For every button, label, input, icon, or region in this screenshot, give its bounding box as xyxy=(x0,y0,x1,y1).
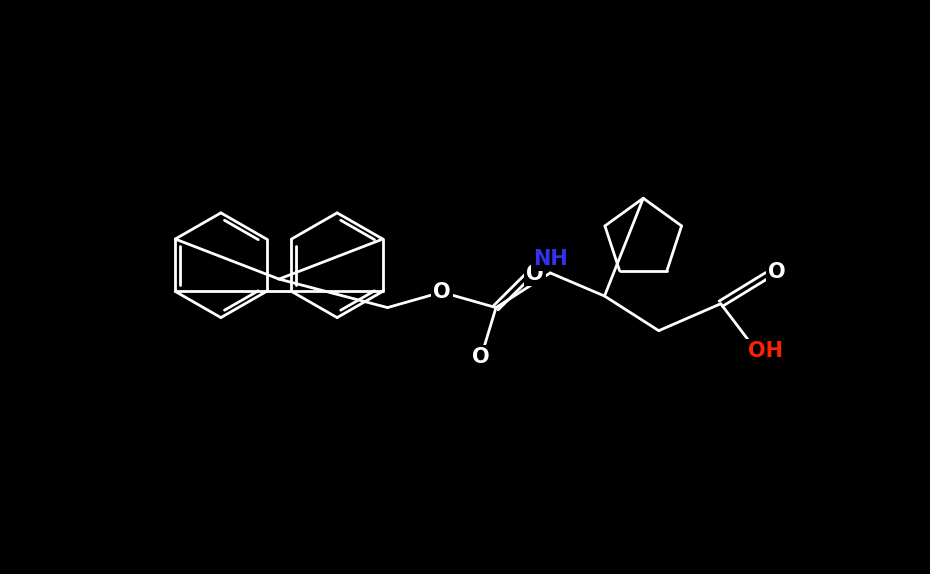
Text: O: O xyxy=(526,263,543,284)
Text: OH: OH xyxy=(749,341,783,360)
Text: NH: NH xyxy=(533,249,567,269)
Text: O: O xyxy=(768,262,785,282)
Text: O: O xyxy=(472,347,490,367)
Text: O: O xyxy=(433,282,450,302)
